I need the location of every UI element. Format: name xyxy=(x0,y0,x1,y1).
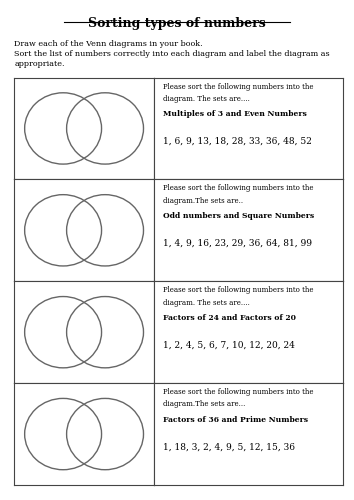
Text: 1, 2, 4, 5, 6, 7, 10, 12, 20, 24: 1, 2, 4, 5, 6, 7, 10, 12, 20, 24 xyxy=(164,340,295,349)
Text: Multiples of 3 and Even Numbers: Multiples of 3 and Even Numbers xyxy=(164,110,307,118)
Text: appropriate.: appropriate. xyxy=(14,60,65,68)
Text: Factors of 36 and Prime Numbers: Factors of 36 and Prime Numbers xyxy=(164,416,309,424)
Text: diagram. The sets are....: diagram. The sets are.... xyxy=(164,95,250,103)
Text: 1, 4, 9, 16, 23, 29, 36, 64, 81, 99: 1, 4, 9, 16, 23, 29, 36, 64, 81, 99 xyxy=(164,238,313,248)
Text: Please sort the following numbers into the: Please sort the following numbers into t… xyxy=(164,82,314,90)
Text: Please sort the following numbers into the: Please sort the following numbers into t… xyxy=(164,286,314,294)
Text: Draw each of the Venn diagrams in your book.: Draw each of the Venn diagrams in your b… xyxy=(14,40,203,48)
Text: Please sort the following numbers into the: Please sort the following numbers into t… xyxy=(164,388,314,396)
Text: diagram.The sets are...: diagram.The sets are... xyxy=(164,400,246,408)
Text: Factors of 24 and Factors of 20: Factors of 24 and Factors of 20 xyxy=(164,314,296,322)
Text: Sort the list of numbers correctly into each diagram and label the diagram as: Sort the list of numbers correctly into … xyxy=(14,50,330,58)
Text: Sorting types of numbers: Sorting types of numbers xyxy=(88,18,266,30)
Text: diagram. The sets are....: diagram. The sets are.... xyxy=(164,298,250,306)
Text: 1, 6, 9, 13, 18, 28, 33, 36, 48, 52: 1, 6, 9, 13, 18, 28, 33, 36, 48, 52 xyxy=(164,136,312,145)
Text: 1, 18, 3, 2, 4, 9, 5, 12, 15, 36: 1, 18, 3, 2, 4, 9, 5, 12, 15, 36 xyxy=(164,442,296,451)
Text: Odd numbers and Square Numbers: Odd numbers and Square Numbers xyxy=(164,212,315,220)
Text: Please sort the following numbers into the: Please sort the following numbers into t… xyxy=(164,184,314,192)
Text: diagram.The sets are..: diagram.The sets are.. xyxy=(164,196,244,204)
